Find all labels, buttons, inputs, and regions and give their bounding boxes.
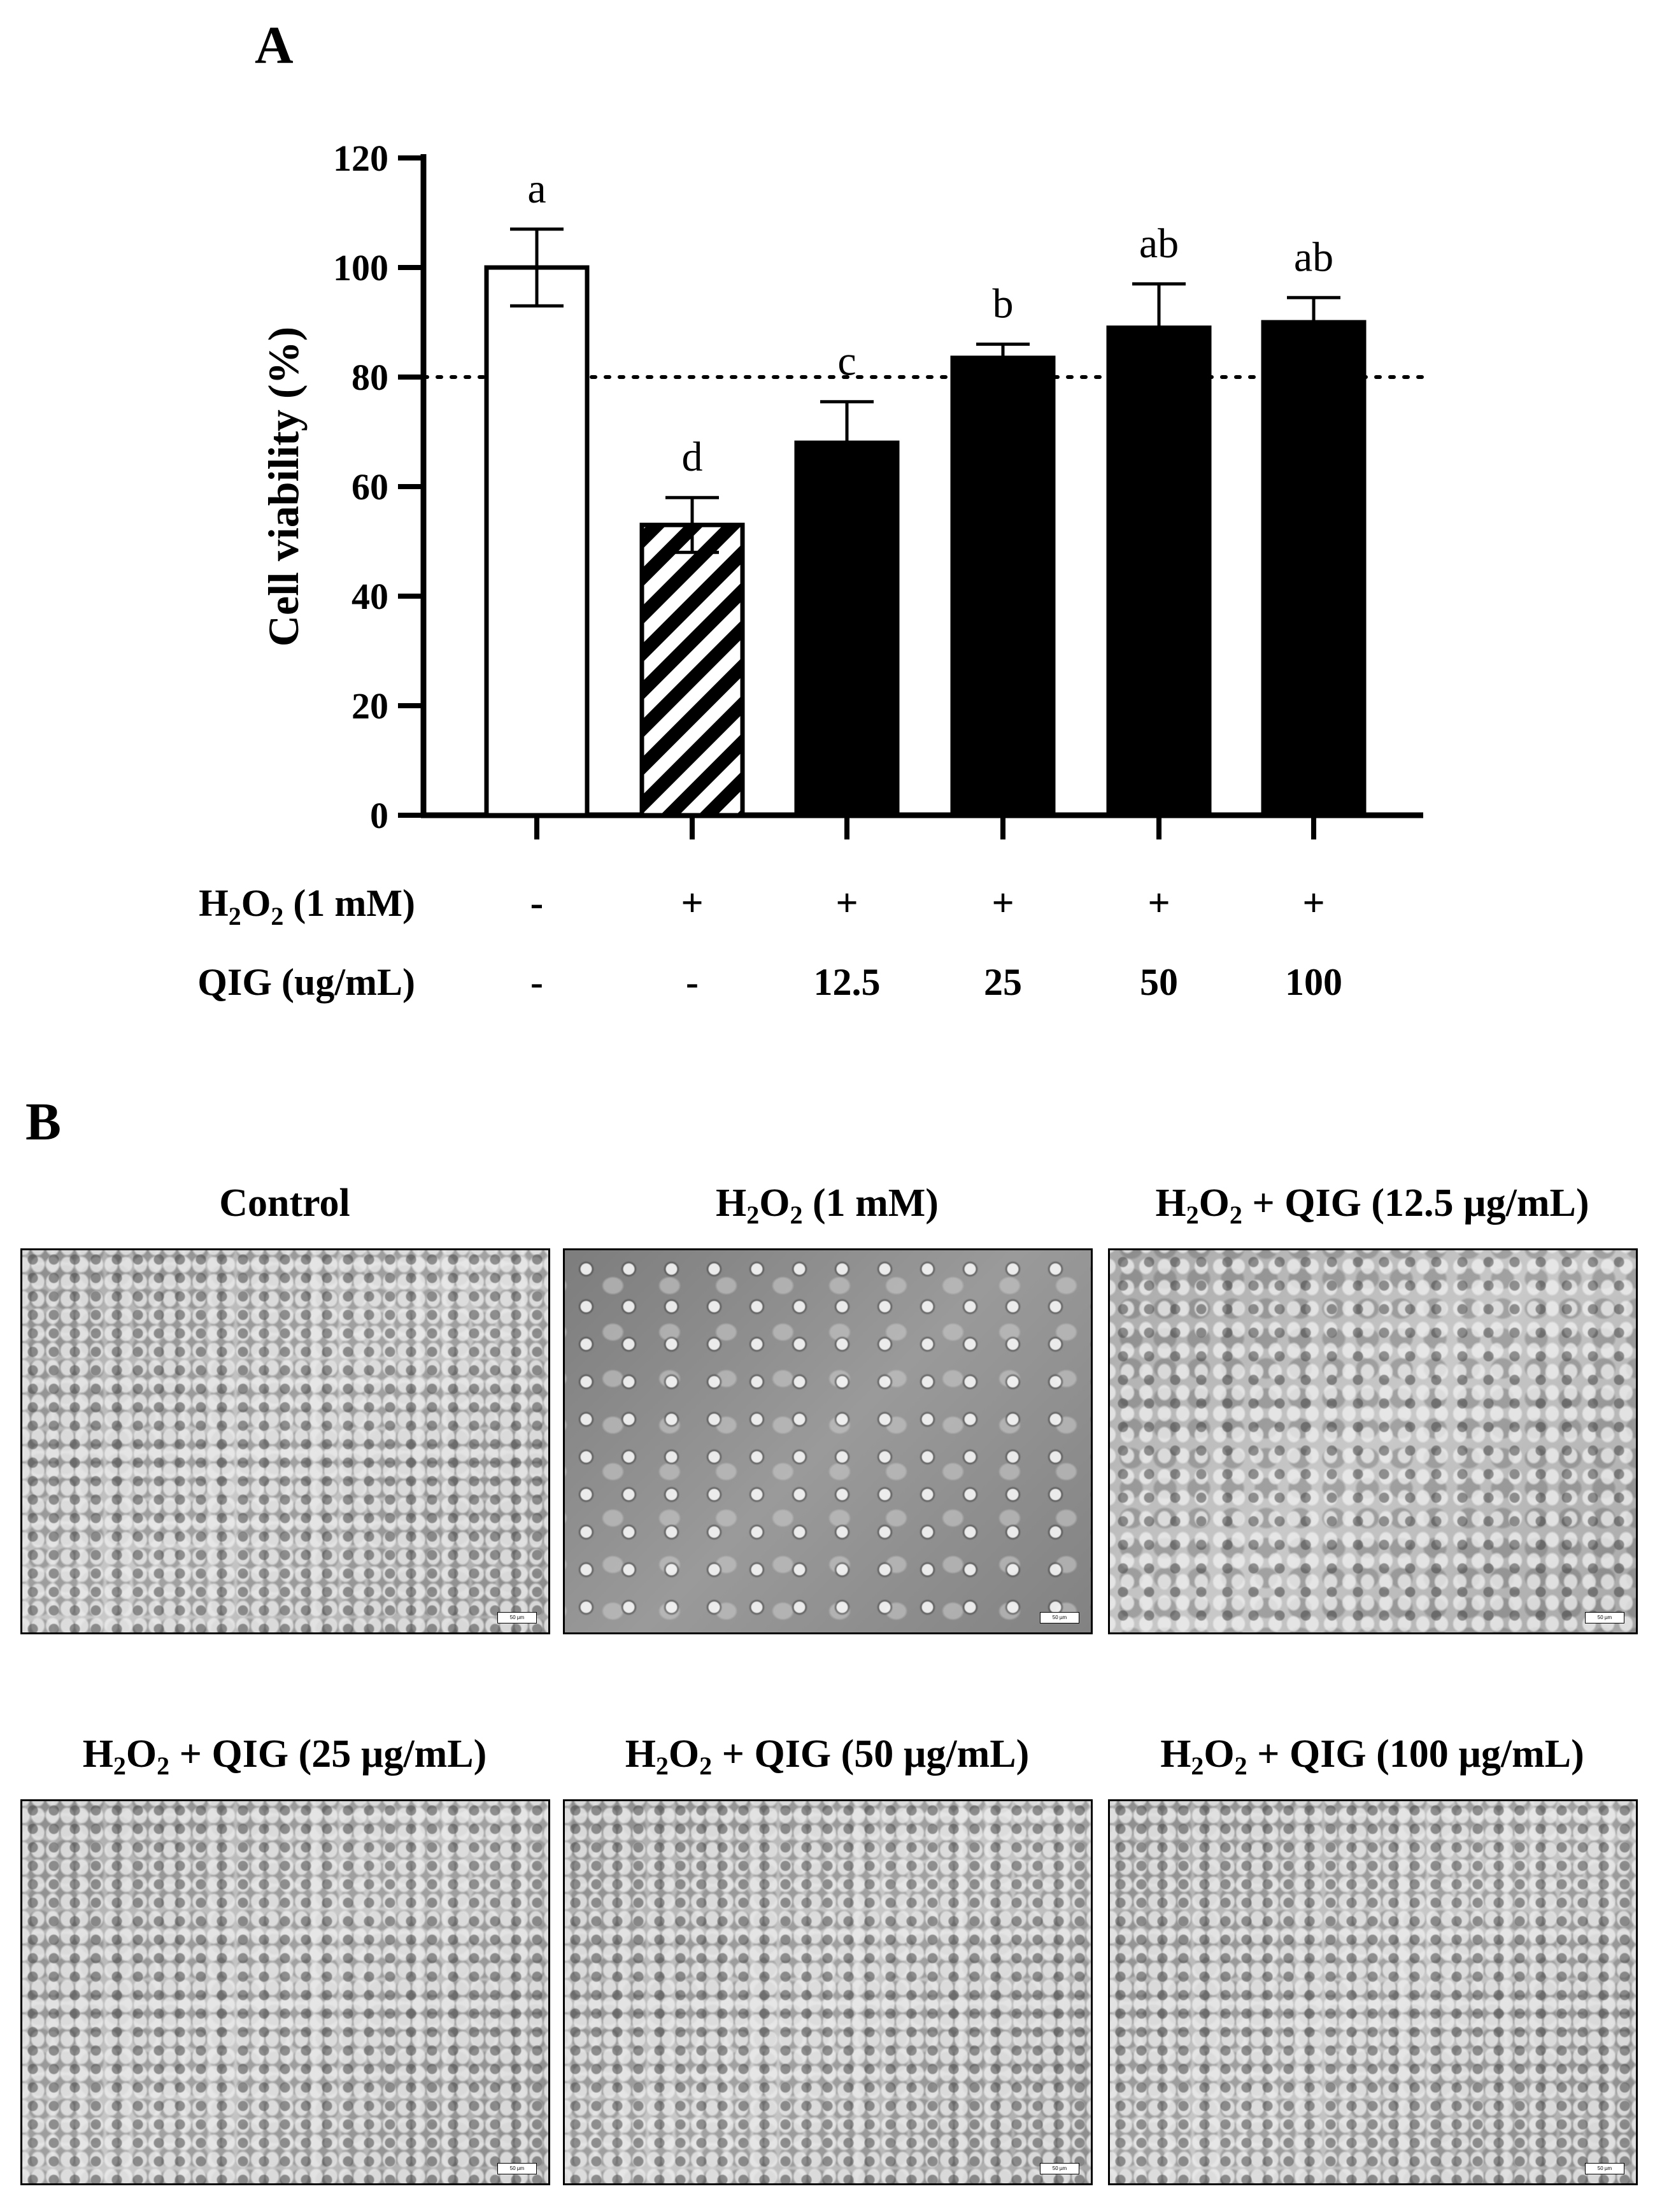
micrograph-panel: H2O2 + QIG (25 µg/mL) 50 µm xyxy=(20,1732,550,2185)
bar xyxy=(639,522,745,818)
h2o2-row-label: H2O2 (1 mM) xyxy=(199,882,415,931)
significance-letter: b xyxy=(993,280,1014,327)
micrograph-image: 50 µm xyxy=(1108,1248,1638,1634)
micrograph-image: 50 µm xyxy=(563,1799,1093,2185)
bar xyxy=(1106,325,1212,818)
bar xyxy=(484,265,590,818)
bar-chart: 0 20 40 60 80 100 120 Cell viability (%) a d c b ab… xyxy=(197,138,1425,1003)
h2o2-row-value: + xyxy=(1147,881,1170,925)
significance-letter: ab xyxy=(1294,234,1333,280)
bar xyxy=(950,355,1056,818)
y-tick-label: 40 xyxy=(352,576,388,617)
y-tick-label: 60 xyxy=(352,466,388,508)
micrograph-panel: Control 50 µm xyxy=(20,1181,550,1634)
micrograph-image: 50 µm xyxy=(563,1248,1093,1634)
h2o2-row-value: + xyxy=(835,881,858,925)
bar xyxy=(1261,320,1367,818)
micrograph-title: H2O2 + QIG (100 µg/mL) xyxy=(1160,1732,1584,1780)
y-tick-label: 120 xyxy=(333,138,388,179)
panel-b-label: B xyxy=(25,1092,62,1152)
micrograph-panel: H2O2 + QIG (12.5 µg/mL) 50 µm xyxy=(1108,1181,1638,1634)
micrograph-title: H2O2 + QIG (12.5 µg/mL) xyxy=(1155,1181,1589,1229)
bar xyxy=(794,440,900,818)
micrograph-title: H2O2 (1 mM) xyxy=(716,1181,939,1229)
h2o2-row-value: + xyxy=(991,881,1014,925)
panel-a-label: A xyxy=(255,16,294,75)
micrograph-image: 50 µm xyxy=(20,1799,550,2185)
y-tick-label: 80 xyxy=(352,357,388,398)
micrograph-image: 50 µm xyxy=(20,1248,550,1634)
micrograph-image: 50 µm xyxy=(1108,1799,1638,2185)
significance-letter: a xyxy=(527,166,546,212)
qig-row-value: 25 xyxy=(984,961,1022,1003)
qig-row-label: QIG (ug/mL) xyxy=(197,961,415,1003)
micrograph-panel: H2O2 + QIG (100 µg/mL) 50 µm xyxy=(1108,1732,1638,2185)
qig-row-value: - xyxy=(686,961,699,1003)
qig-row-value: 50 xyxy=(1140,961,1178,1003)
h2o2-row-value: + xyxy=(1302,881,1325,925)
qig-row-value: 12.5 xyxy=(814,961,881,1003)
qig-row-value: - xyxy=(530,961,543,1003)
chart-axes: 0 20 40 60 80 100 120 Cell viability (%) xyxy=(259,138,1425,839)
y-tick-label: 100 xyxy=(333,247,388,289)
scale-bar: 50 µm xyxy=(1040,2163,1079,2174)
chart-bars xyxy=(484,227,1367,818)
scale-bar: 50 µm xyxy=(1585,2163,1624,2174)
scale-bar: 50 µm xyxy=(1585,1612,1624,1623)
scale-bar: 50 µm xyxy=(497,2163,537,2174)
scale-bar: 50 µm xyxy=(497,1612,537,1623)
micrograph-panel: H2O2 (1 mM) 50 µm xyxy=(563,1181,1093,1634)
significance-letter: d xyxy=(682,434,703,480)
micrograph-title: H2O2 + QIG (25 µg/mL) xyxy=(82,1732,487,1780)
h2o2-row-value: - xyxy=(530,881,544,925)
micrograph-title: H2O2 + QIG (50 µg/mL) xyxy=(625,1732,1030,1780)
y-tick-label: 0 xyxy=(370,795,388,836)
significance-letter: c xyxy=(837,338,856,385)
significance-letter: ab xyxy=(1139,220,1179,267)
chart-labels: a d c b ab ab H2O2 (1 mM) - + + + + + QIG (ug/mL) - - 12… xyxy=(197,166,1342,1003)
micrograph-panel: H2O2 + QIG (50 µg/mL) 50 µm xyxy=(563,1732,1093,2185)
scale-bar: 50 µm xyxy=(1040,1612,1079,1623)
qig-row-value: 100 xyxy=(1285,961,1342,1003)
y-axis-title: Cell viability (%) xyxy=(259,327,308,646)
y-tick-label: 20 xyxy=(352,685,388,727)
micrograph-title: Control xyxy=(219,1181,350,1225)
h2o2-row-value: + xyxy=(681,881,703,925)
